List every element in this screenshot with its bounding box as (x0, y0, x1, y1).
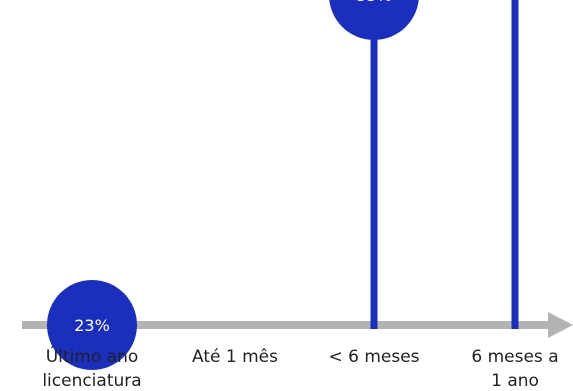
x-tick-label: licenciatura (42, 371, 141, 391)
x-tick-label: 1 ano (491, 371, 539, 391)
x-tick-label: 6 meses a (471, 347, 558, 367)
data-label: 23% (74, 316, 110, 335)
data-label: 33% (356, 0, 392, 5)
x-tick-label: < 6 meses (328, 347, 419, 367)
x-axis-arrow (548, 312, 573, 338)
lollipop-marker (329, 0, 419, 40)
x-tick-label: Último ano (46, 345, 139, 367)
lollipop-marker (47, 280, 137, 370)
x-tick-label: Até 1 mês (192, 347, 278, 367)
